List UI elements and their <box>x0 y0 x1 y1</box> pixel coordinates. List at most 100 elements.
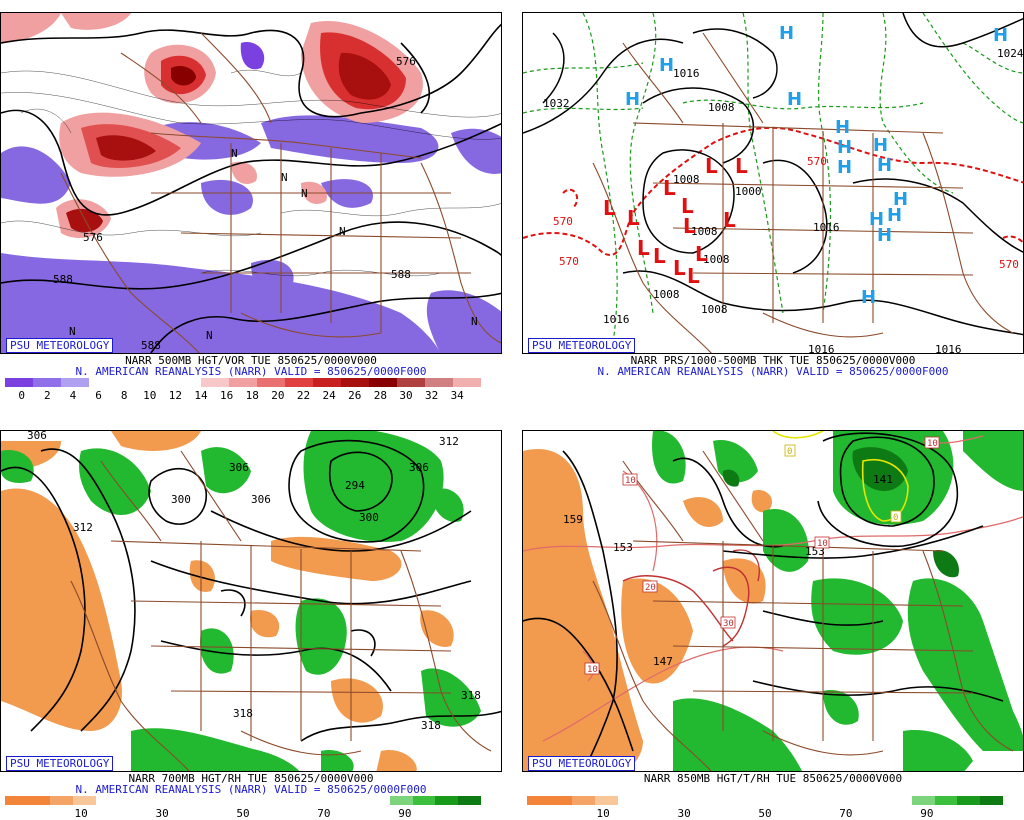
positive-vorticity-areas <box>1 13 423 238</box>
colorbar-tick-label: 70 <box>317 807 331 820</box>
isobar-label: 1008 <box>708 101 735 114</box>
temperature-labels: 10 20 30 10 10 0 0 10 <box>584 436 940 675</box>
high-pressure-symbol: H <box>877 225 892 246</box>
temperature-label: 10 <box>817 539 828 549</box>
isobar-label: 1008 <box>673 173 700 186</box>
colorbar-segment <box>208 796 232 805</box>
rh700-map-svg: 306 312 300 306 306 294 306 312 300 318 … <box>1 431 501 771</box>
geographic-borders <box>592 32 1014 353</box>
colorbar-tick-label: 34 <box>450 389 464 402</box>
pressure-map-svg: 1032 1016 1008 1008 1016 1008 1008 1008 … <box>523 13 1024 354</box>
colorbar-segment <box>299 796 323 805</box>
contour-label: 312 <box>73 521 93 534</box>
thickness-labels: 570 570 570 570 <box>553 155 1019 271</box>
colorbar-segment <box>889 796 913 805</box>
colorbar-tick-label: 10 <box>74 807 88 820</box>
thickness-label: 570 <box>553 215 573 228</box>
vorticity-marker: N <box>281 171 288 184</box>
rh-colorbar <box>527 796 1003 805</box>
isobar-label: 1024 <box>997 47 1024 60</box>
colorbar-segment <box>33 378 61 387</box>
colorbar-segment <box>313 378 341 387</box>
thickness-label: 570 <box>559 255 579 268</box>
vorticity-marker: N <box>471 315 478 328</box>
isobar-label: 1016 <box>935 343 962 354</box>
colorbar-segment <box>72 796 96 805</box>
high-pressure-symbol: H <box>625 89 640 110</box>
psu-meteorology-badge: PSU METEOROLOGY <box>6 338 114 353</box>
height-label: 153 <box>613 541 633 554</box>
colorbar-segment <box>934 796 958 805</box>
contour-label: 318 <box>421 719 441 732</box>
psu-meteorology-badge: PSU METEOROLOGY <box>528 338 636 353</box>
low-pressure-symbol: L <box>735 154 748 178</box>
temperature-label: 10 <box>625 476 636 486</box>
colorbar-tick-label: 28 <box>373 389 387 402</box>
colorbar-segment <box>50 796 73 805</box>
contour-label: 576 <box>396 55 416 68</box>
low-pressure-symbol: L <box>681 194 694 218</box>
isobar-label: 1016 <box>813 221 840 234</box>
colorbar-tick-label: 18 <box>245 389 259 402</box>
colorbar-tick-label: 10 <box>143 389 157 402</box>
colorbar-segment <box>5 796 28 805</box>
colorbar-segment <box>458 796 481 805</box>
colorbar-tick-label: 20 <box>271 389 285 402</box>
colorbar-segment <box>662 796 686 805</box>
height-label: 147 <box>653 655 673 668</box>
rh-colorbar <box>5 796 481 805</box>
panel-700mb-rh: 306 312 300 306 306 294 306 312 300 318 … <box>0 418 502 819</box>
high-pressure-symbol: H <box>835 117 850 138</box>
vorticity-map-svg: 576 576 588 588 588 N N N N N N N <box>1 13 501 353</box>
geographic-borders <box>70 450 492 771</box>
high-pressure-symbol: H <box>787 89 802 110</box>
psu-meteorology-badge: PSU METEOROLOGY <box>6 756 114 771</box>
colorbar-tick-label: 90 <box>398 807 412 820</box>
colorbar-tick-label: 22 <box>296 389 311 402</box>
colorbar-segment <box>549 796 573 805</box>
contour-label: 300 <box>171 493 191 506</box>
low-pressure-symbol: L <box>663 176 676 200</box>
contour-label: 318 <box>461 689 481 702</box>
isobar-label: 1008 <box>703 253 730 266</box>
colorbar-segment <box>201 378 229 387</box>
psu-meteorology-badge: PSU METEOROLOGY <box>528 756 636 771</box>
contour-label: 306 <box>27 431 47 442</box>
contour-label: 306 <box>229 461 249 474</box>
colorbar-segment <box>957 796 981 805</box>
low-pressure-symbol: L <box>653 244 666 268</box>
colorbar-segment <box>369 378 397 387</box>
colorbar-segment <box>117 378 145 387</box>
geographic-borders <box>592 450 1014 771</box>
colorbar-tick-label: 12 <box>168 389 182 402</box>
rh850-map: 159 153 147 153 141 10 20 30 10 10 0 <box>522 430 1024 772</box>
colorbar-segment <box>186 796 209 805</box>
low-pressure-symbol: L <box>603 196 616 220</box>
warm-temperature-contours <box>622 549 760 647</box>
contour-label: 318 <box>233 707 253 720</box>
colorbar-tick-label: 10 <box>596 807 610 820</box>
colorbar-segment <box>276 796 300 805</box>
colorbar-segment <box>89 378 117 387</box>
colorbar-segment <box>367 796 391 805</box>
vorticity-marker: N <box>231 147 238 160</box>
colorbar-segment <box>254 796 277 805</box>
isobar-label: 1016 <box>808 343 835 354</box>
low-pressure-symbol: L <box>695 242 708 266</box>
colorbar-tick-label: 90 <box>920 807 934 820</box>
colorbar-tick-label: 70 <box>839 807 853 820</box>
high-pressure-symbol: H <box>877 155 892 176</box>
colorbar-segment <box>285 378 313 387</box>
colorbar-segment <box>640 796 663 805</box>
panel-850mb-hgt-t-rh: 159 153 147 153 141 10 20 30 10 10 0 <box>522 418 1024 819</box>
colorbar-segment <box>453 378 481 387</box>
contour-label: 588 <box>141 339 161 352</box>
contour-label: 588 <box>53 273 73 286</box>
panel-title: NARR 700MB HGT/RH TUE 850625/0000V000 <box>128 772 374 785</box>
isobar-label: 1032 <box>543 97 570 110</box>
colorbar-tick-label: 26 <box>348 389 362 402</box>
colorbar-tick-label: 6 <box>95 389 102 402</box>
temperature-label: 0 <box>893 513 898 523</box>
low-pressure-symbol: L <box>627 206 640 230</box>
temperature-label: 10 <box>927 439 938 449</box>
